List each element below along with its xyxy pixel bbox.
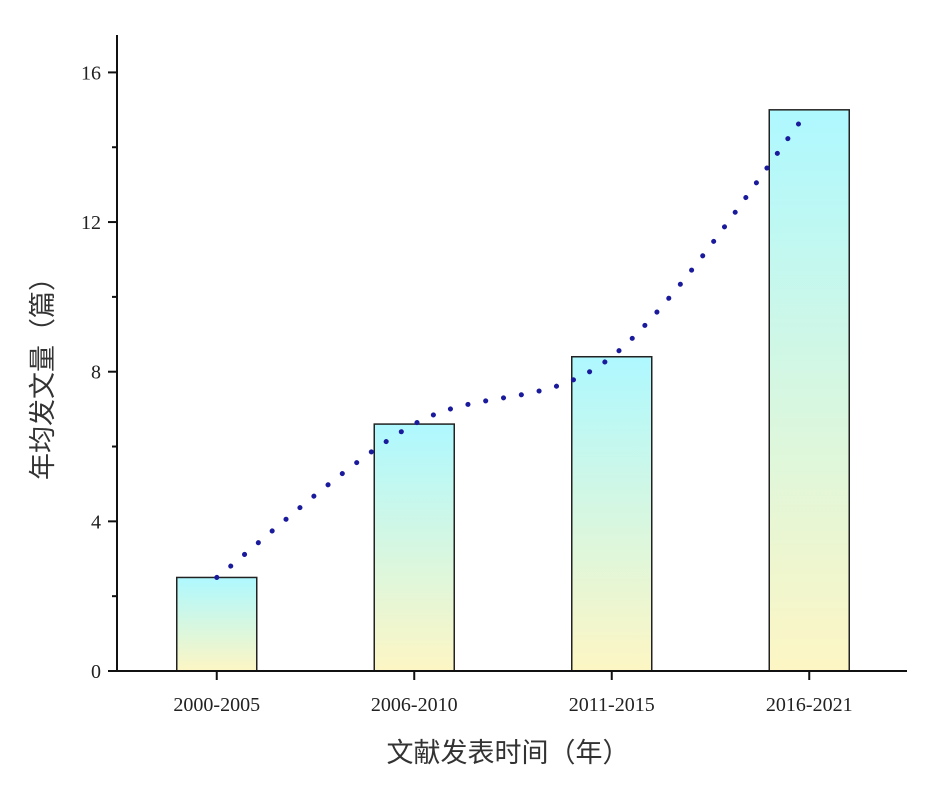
x-ticks-group: 2000-2005 2006-2010 2011-2015 2016-2021 bbox=[173, 671, 853, 716]
y-tick-label: 8 bbox=[91, 362, 101, 384]
y-ticks-group: 0 4 8 12 16 bbox=[81, 62, 117, 683]
y-axis-title: 年均发文量（篇） bbox=[28, 264, 59, 480]
bar-2011-2015 bbox=[571, 355, 653, 672]
x-tick-label: 2000-2005 bbox=[173, 694, 260, 716]
y-tick-label: 16 bbox=[81, 62, 101, 84]
x-tick-label: 2016-2021 bbox=[766, 694, 853, 716]
bar-2000-2005 bbox=[176, 576, 258, 672]
y-tick-label: 4 bbox=[91, 511, 101, 533]
x-tick-label: 2011-2015 bbox=[569, 694, 655, 716]
y-tick-label: 0 bbox=[91, 661, 101, 683]
bar-2006-2010 bbox=[373, 423, 455, 672]
trend-line bbox=[214, 107, 812, 580]
bar-2016-2021 bbox=[768, 109, 850, 672]
bars-group bbox=[176, 109, 850, 672]
x-tick-label: 2006-2010 bbox=[371, 694, 458, 716]
x-axis-title: 文献发表时间（年） bbox=[387, 738, 630, 769]
y-tick-label: 12 bbox=[81, 212, 101, 234]
